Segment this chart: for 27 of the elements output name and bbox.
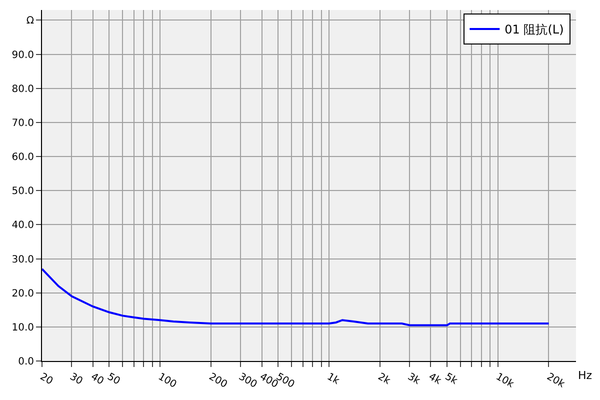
x-tick-label: 4k [426,371,443,388]
y-tick-label: 90.0 [12,50,34,61]
x-tick-label: 5k [443,371,460,388]
y-tick-label: Ω [26,16,34,27]
x-tick-label: 40 [88,371,106,388]
x-tick-label: 300 [236,371,259,390]
x-tick-label: 20 [38,371,55,388]
y-tick-label: 60.0 [12,152,34,164]
y-tick-label: 80.0 [12,84,34,95]
x-tick-label: 30 [68,371,84,388]
x-tick-label: 100 [156,371,178,390]
legend-label: 01 阻抗(L) [504,22,564,37]
x-tick-label: 3k [406,371,422,388]
y-tick-label: 30.0 [12,254,34,266]
x-tick-label: 2k [376,371,392,388]
y-tick-label: 50.0 [12,186,34,198]
y-tick-label: 20.0 [12,288,34,300]
x-tick-label: 1k [324,371,342,388]
y-tick-label: 10.0 [12,322,34,334]
x-tick-label: 10k [494,371,516,390]
x-tick-label: 50 [105,371,122,388]
y-tick-label: 0.0 [18,356,34,368]
x-tick-label: 20k [544,371,566,390]
y-tick-label: 70.0 [12,118,34,129]
y-tick-label: 40.0 [12,220,34,232]
x-axis-title: Hz [578,369,592,382]
x-tick-label: 200 [206,371,229,390]
